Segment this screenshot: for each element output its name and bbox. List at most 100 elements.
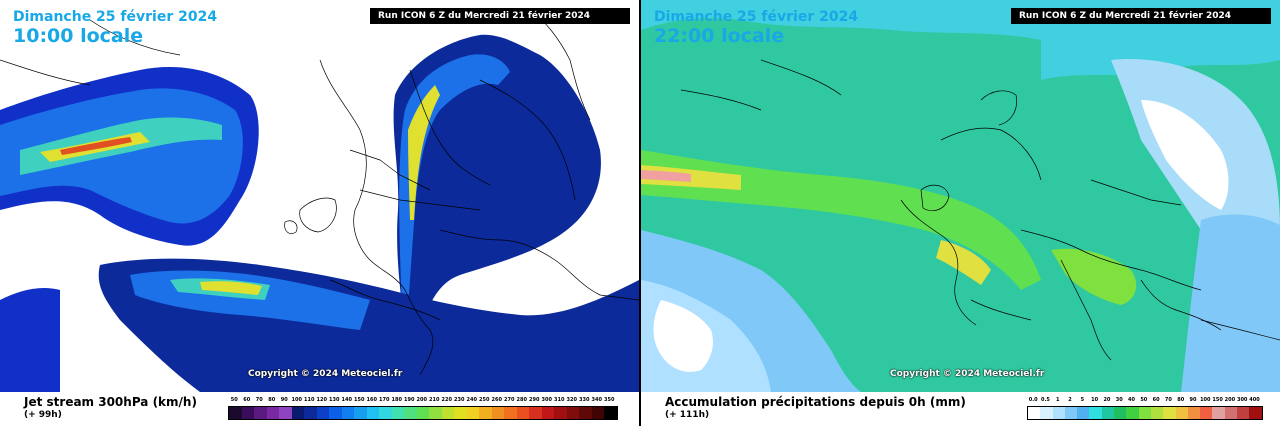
legend-color-swatch [229,407,242,419]
legend-color-swatch [366,407,379,419]
legend-color-swatch [1077,407,1090,419]
legend-color-swatch [541,407,554,419]
legend-color-swatch [279,407,292,419]
precipitation-map-panel: Dimanche 25 février 2024 22:00 locale Ru… [641,0,1280,426]
legend-color-swatch [1212,407,1225,419]
legend-tick-label: 250 [479,397,490,403]
legend-color-swatch [1040,407,1053,419]
legend-tick-label: 80 [1177,397,1185,403]
legend-tick-label: 50 [1140,397,1148,403]
panel-divider [639,0,641,426]
legend-color-swatch [454,407,467,419]
forecast-date: Dimanche 25 février 2024 [654,9,859,25]
legend-tick-label: 120 [316,397,327,403]
legend-tick-label: 30 [1115,397,1123,403]
legend-tick-label: 70 [255,397,263,403]
legend-color-scale [228,406,618,420]
legend-tick-label: 80 [268,397,276,403]
legend-color-swatch [516,407,529,419]
legend-tick-label: 200 [416,397,427,403]
map-title: Jet stream 300hPa (km/h) [24,395,197,409]
legend-tick-label: 170 [379,397,390,403]
legend-tick-label: 110 [304,397,315,403]
precipitation-map [641,0,1280,392]
legend-color-swatch [341,407,354,419]
legend-tick-label: 140 [341,397,352,403]
legend-color-swatch [1163,407,1176,419]
legend-tick-label: 40 [1128,397,1135,403]
legend-color-swatch [1200,407,1213,419]
legend-color-scale [1027,406,1263,420]
legend-tick-label: 150 [354,397,365,403]
legend-tick-label: 210 [429,397,440,403]
legend-tick-labels: 50 60 70 80 90 100 110 120 130 140 150 160 170 180 190… [228,396,616,404]
legend-color-swatch [404,407,417,419]
legend-color-swatch [429,407,442,419]
legend-tick-label: 0.0 [1028,397,1038,403]
legend-color-swatch [416,407,429,419]
legend-color-swatch [1052,407,1065,419]
forecast-time: 22:00 locale [654,25,785,47]
legend-tick-label: 290 [529,397,540,403]
legend-color-swatch [579,407,592,419]
legend-color-swatch [391,407,404,419]
legend-tick-label: 160 [366,397,377,403]
legend-tick-label: 60 [243,397,251,403]
legend-color-swatch [1237,407,1250,419]
legend-tick-label: 230 [454,397,465,403]
legend-tick-label: 0.5 [1041,397,1050,403]
legend-color-swatch [479,407,492,419]
legend-tick-label: 10 [1091,397,1099,403]
legend-color-swatch [604,407,617,419]
map-title: Accumulation précipitations depuis 0h (m… [665,395,966,409]
legend-color-swatch [1064,407,1078,419]
forecast-time: 10:00 locale [13,25,144,47]
legend-color-swatch [591,407,604,419]
legend-color-swatch [1249,407,1262,419]
legend-tick-label: 5 [1080,397,1085,403]
legend-tick-label: 240 [466,397,477,403]
legend-tick-label: 2 [1068,397,1072,403]
legend-tick-label: 90 [280,397,288,403]
forecast-date: Dimanche 25 février 2024 [13,9,218,25]
legend-color-swatch [1175,407,1188,419]
model-run-label: Run ICON 6 Z du Mercredi 21 février 2024 [369,8,630,24]
legend-color-swatch [379,407,392,419]
legend-color-swatch [304,407,317,419]
legend-tick-label: 50 [230,397,238,403]
forecast-lead-time: (+ 99h) [24,410,62,420]
legend-color-swatch [1150,407,1164,419]
legend-color-swatch [291,407,304,419]
legend-tick-label: 190 [404,397,415,403]
legend-tick-label: 60 [1152,397,1160,403]
legend-tick-label: 400 [1249,397,1260,403]
legend-color-swatch [566,407,579,419]
legend-color-swatch [354,407,367,419]
legend-color-swatch [529,407,542,419]
legend-color-swatch [1101,407,1115,419]
legend-tick-label: 1 [1056,397,1060,403]
legend-tick-label: 300 [1236,397,1248,403]
legend-color-swatch [1089,407,1102,419]
legend-tick-label: 270 [504,397,515,403]
legend-tick-label: 340 [591,397,602,403]
legend-color-swatch [504,407,517,419]
model-run-label: Run ICON 6 Z du Mercredi 21 février 2024 [1010,8,1271,24]
legend-tick-label: 180 [391,397,402,403]
map-footer: Accumulation précipitations depuis 0h (m… [641,392,1280,426]
legend-tick-label: 260 [491,397,502,403]
legend-color-swatch [1138,407,1151,419]
legend-tick-label: 20 [1103,397,1111,403]
legend-tick-label: 310 [554,397,565,403]
map-footer: Jet stream 300hPa (km/h) (+ 99h) 50 60 70 8… [0,392,639,426]
legend-color-swatch [254,407,267,419]
legend-tick-label: 280 [516,397,527,403]
legend-tick-label: 330 [579,397,590,403]
legend-tick-label: 70 [1164,397,1172,403]
legend-tick-label: 100 [1200,397,1211,403]
legend-tick-label: 300 [541,397,552,403]
legend-color-swatch [316,407,329,419]
legend-tick-label: 220 [441,397,452,403]
legend-tick-label: 130 [329,397,340,403]
legend-color-swatch [466,407,479,419]
